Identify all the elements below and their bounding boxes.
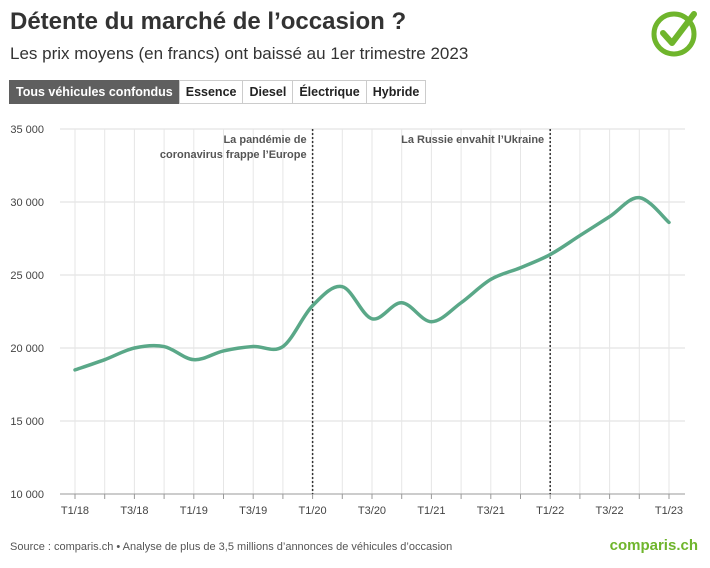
chart-title: Détente du marché de l’occasion ?: [10, 8, 407, 35]
tab[interactable]: Électrique: [292, 80, 367, 104]
y-tick-label: 25 000: [10, 270, 44, 282]
source: Source : comparis.ch • Analyse de plus d…: [10, 541, 453, 553]
annotation-text: La pandémie de: [223, 134, 306, 146]
x-tick-label: T3/19: [239, 505, 267, 517]
tab[interactable]: Diesel: [242, 80, 294, 104]
y-tick-label: 15 000: [10, 416, 44, 428]
tab-bar: Tous véhicules confondus Essence Diesel Éle…: [9, 80, 427, 104]
line: [73, 195, 671, 372]
x-tick-label: T1/21: [417, 505, 445, 517]
x-tick-label: T1/20: [299, 505, 327, 517]
x-tick-label: T1/22: [536, 505, 564, 517]
logo: comparis.ch: [609, 537, 698, 554]
x-tick-label: T1/19: [180, 505, 208, 517]
tab[interactable]: Tous véhicules confondus: [9, 80, 180, 104]
x-tick-label: T3/20: [358, 505, 386, 517]
y-tick-label: 20 000: [10, 343, 44, 355]
y-tick-label: 35 000: [10, 124, 44, 136]
chart-subtitle: Les prix moyens (en francs) ont baissé a…: [10, 44, 469, 63]
x-tick-label: T1/23: [655, 505, 683, 517]
tab[interactable]: Hybride: [365, 80, 427, 104]
x-tick-label: T3/18: [120, 505, 148, 517]
x-tick-label: T1/18: [61, 505, 89, 517]
chart: 10 000 15 000 20 000 25 000 30 000 35 000 T1/1…: [10, 124, 685, 517]
annotation-text: coronavirus frappe l’Europe: [160, 149, 307, 161]
y-tick-label: 10 000: [10, 489, 44, 501]
logo-check: [651, 11, 697, 57]
x-tick-label: T3/22: [596, 505, 624, 517]
x-tick-label: T3/21: [477, 505, 505, 517]
annotation-text: La Russie envahit l’Ukraine: [401, 134, 544, 146]
y-tick-label: 30 000: [10, 197, 44, 209]
